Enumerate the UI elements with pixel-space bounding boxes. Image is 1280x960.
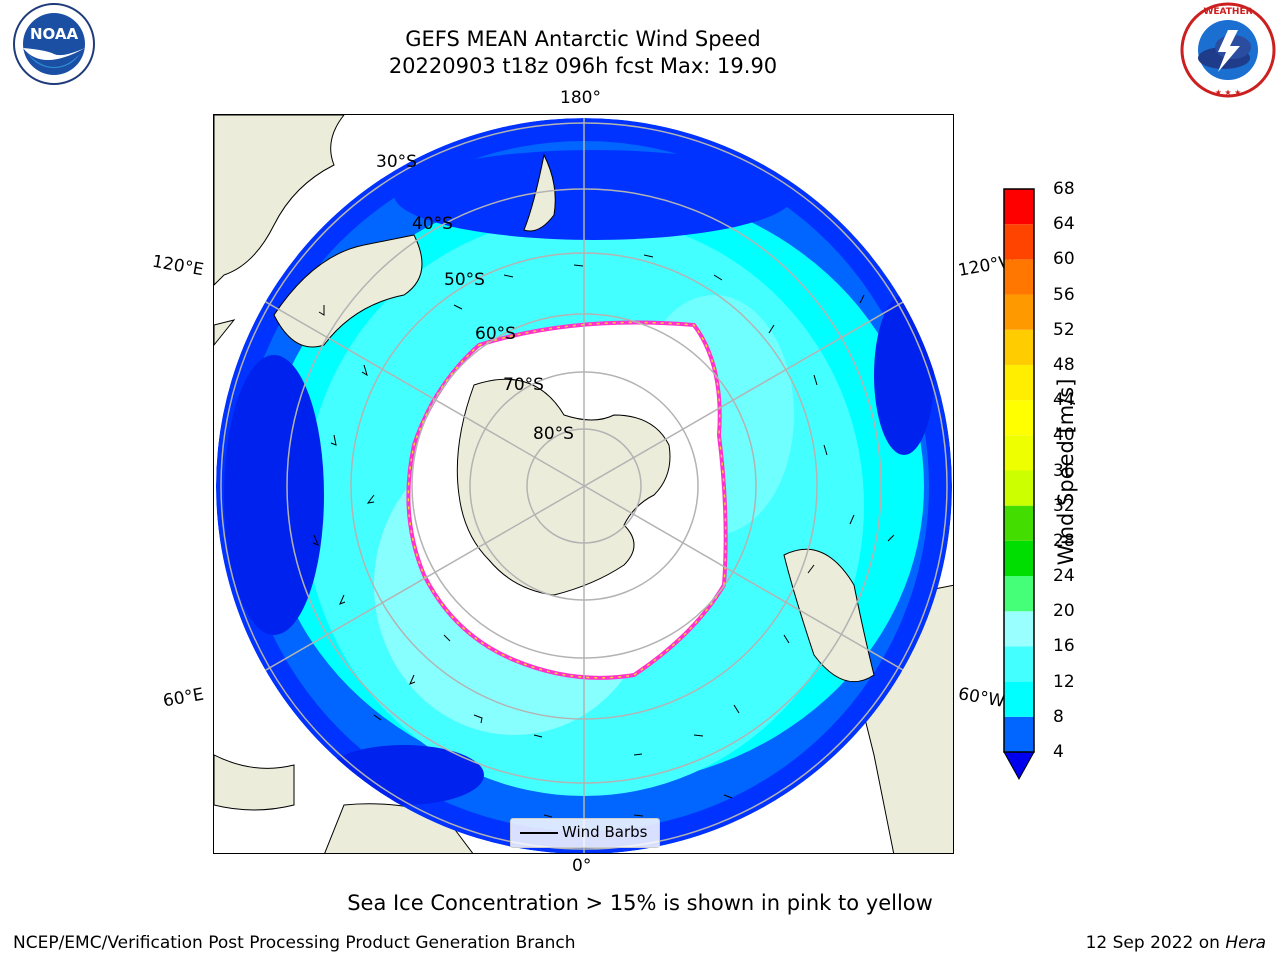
- sea-ice-note: Sea Ice Concentration > 15% is shown in …: [347, 891, 933, 915]
- lon-label-180: 180°: [560, 88, 601, 108]
- lat-label-30s: 30°S: [376, 152, 417, 172]
- colorbar-tick: 48: [1053, 354, 1075, 375]
- colorbar-band: [1004, 611, 1034, 647]
- credit-line: NCEP/EMC/Verification Post Processing Pr…: [13, 933, 576, 953]
- colorbar-tick: 44: [1053, 390, 1075, 411]
- colorbar-tick: 32: [1053, 495, 1075, 516]
- lat-label-60s: 60°S: [475, 324, 516, 344]
- colorbar-tick: 4: [1053, 742, 1064, 762]
- lat-label-50s: 50°S: [444, 270, 485, 290]
- colorbar-tick: 28: [1053, 530, 1075, 551]
- colorbar-tick: 20: [1053, 601, 1075, 622]
- colorbar-band: [1004, 400, 1034, 436]
- colorbar-tick: 8: [1053, 706, 1064, 727]
- lon-label-0: 0°: [572, 856, 592, 876]
- colorbar-band: [1004, 435, 1034, 471]
- lat-label-40s: 40°S: [412, 214, 453, 234]
- wind-barbs: [312, 254, 895, 818]
- colorbar-band: [1004, 364, 1034, 401]
- lon-label-60e: 60°E: [161, 684, 206, 712]
- colorbar-band: [1004, 329, 1034, 365]
- stamp-date: 12 Sep 2022 on: [1085, 933, 1220, 953]
- colorbar-band: [1004, 505, 1034, 541]
- colorbar-tick: 52: [1053, 319, 1075, 340]
- colorbar-band: [1004, 540, 1034, 577]
- colorbar-tick: 64: [1053, 214, 1075, 235]
- noaa-logo: NOAA: [2, 2, 106, 90]
- colorbar-tick: 16: [1053, 636, 1075, 657]
- lat-label-80s: 80°S: [533, 424, 574, 444]
- colorbar-title: Wind Speed [m/s]: [1054, 378, 1078, 566]
- colorbar-tick: 24: [1053, 566, 1075, 587]
- wind-barb-legend-line: [520, 832, 558, 834]
- map-canvas: [214, 115, 953, 853]
- svg-text:WEATHER: WEATHER: [1203, 7, 1252, 17]
- svg-text:★ ★ ★: ★ ★ ★: [1215, 88, 1242, 97]
- colorbar-band: [1004, 716, 1034, 752]
- colorbar-tick: 68: [1053, 179, 1075, 199]
- colorbar-band: [1004, 259, 1034, 295]
- colorbar: [1002, 187, 1038, 791]
- date-stamp: 12 Sep 2022 on Hera: [1086, 933, 1266, 953]
- lon-label-120e: 120°E: [150, 251, 206, 281]
- colorbar-band: [1004, 224, 1034, 260]
- title-line-1: GEFS MEAN Antarctic Wind Speed: [405, 27, 761, 51]
- colorbar-band: [1004, 681, 1034, 717]
- title-line-2: 20220903 t18z 096h fcst Max: 19.90: [388, 54, 778, 78]
- nws-logo: WEATHER ★ ★ ★: [1178, 2, 1278, 104]
- colorbar-tick: 60: [1053, 249, 1075, 270]
- colorbar-tick: 56: [1053, 284, 1075, 305]
- colorbar-band: [1004, 646, 1034, 682]
- colorbar-band: [1004, 189, 1034, 225]
- colorbar-band: [1004, 294, 1034, 330]
- svg-text:NOAA: NOAA: [30, 25, 79, 43]
- lon-label-60w: 60°W: [956, 684, 1007, 712]
- colorbar-tick: 36: [1053, 460, 1075, 481]
- map-frame: [213, 114, 954, 854]
- legend-label: Wind Barbs: [562, 823, 648, 841]
- colorbar-tick: 40: [1053, 425, 1075, 446]
- colorbar-band: [1004, 470, 1034, 506]
- colorbar-under-arrow: [1003, 751, 1035, 781]
- stamp-host: Hera: [1225, 933, 1266, 953]
- colorbar-band: [1004, 576, 1034, 612]
- lat-label-70s: 70°S: [503, 375, 544, 395]
- map-legend: Wind Barbs: [510, 818, 660, 848]
- colorbar-tick: 12: [1053, 671, 1075, 692]
